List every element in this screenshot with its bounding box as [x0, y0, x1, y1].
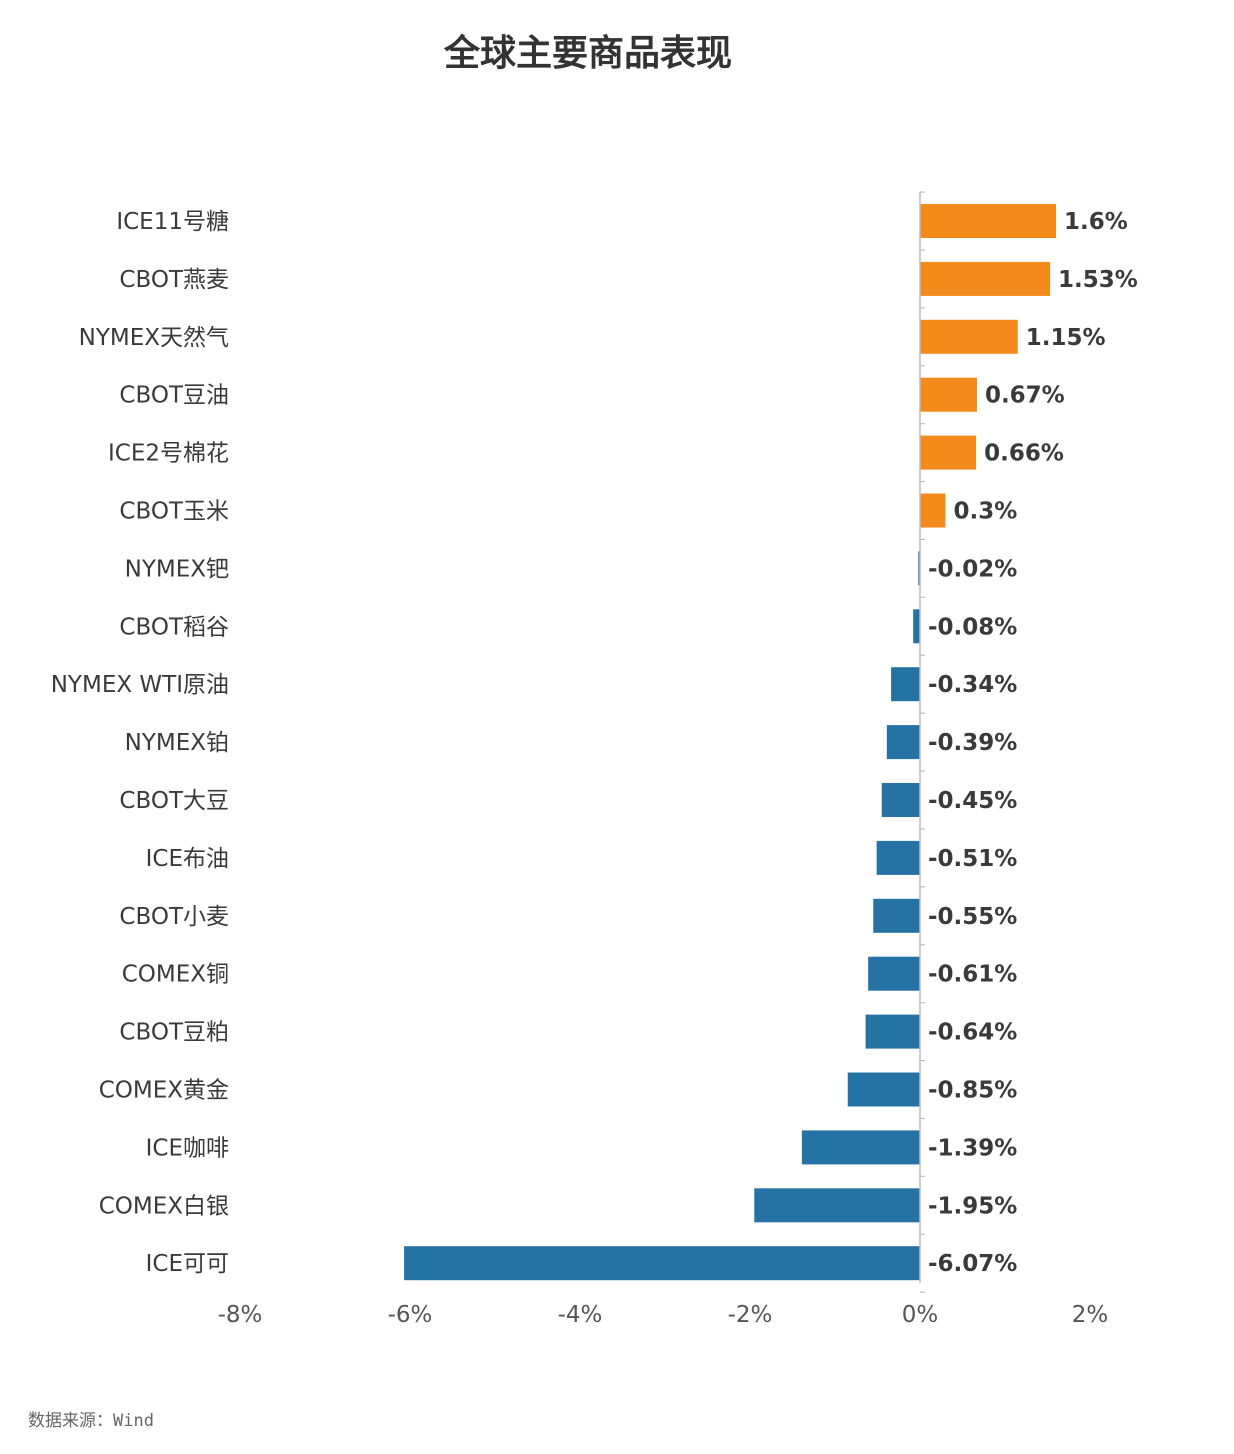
bar	[881, 783, 920, 817]
value-label: 0.67%	[985, 383, 1065, 409]
bar	[404, 1246, 920, 1281]
category-label: ICE11号糖	[116, 209, 229, 235]
bar	[886, 725, 920, 760]
value-label: -0.08%	[928, 614, 1017, 640]
bar	[920, 377, 977, 412]
x-tick-label: -4%	[558, 1302, 603, 1328]
bar	[913, 609, 920, 644]
value-label: -1.39%	[928, 1135, 1017, 1161]
x-tick-label: -8%	[218, 1302, 263, 1328]
x-tick-label: 0%	[902, 1302, 939, 1328]
x-tick-label: -2%	[728, 1302, 773, 1328]
bar	[847, 1072, 920, 1107]
category-label: NYMEX天然气	[79, 325, 229, 351]
bar	[891, 667, 920, 702]
value-label: 1.53%	[1058, 267, 1138, 293]
bar	[801, 1130, 920, 1165]
labels-group: ICE11号糖 1.6% CBOT燕麦 1.53% NYMEX天然气 1.15% CBOT豆…	[51, 209, 1138, 1328]
category-label: COMEX黄金	[99, 1078, 229, 1104]
bar	[865, 1014, 920, 1049]
bars-group	[404, 204, 1056, 1281]
value-label: 1.6%	[1064, 209, 1128, 235]
bar	[873, 898, 920, 933]
value-label: -0.02%	[928, 556, 1017, 582]
bar	[920, 493, 946, 528]
bar	[918, 551, 920, 586]
value-label: -0.85%	[928, 1078, 1017, 1104]
source-note: 数据来源：Wind	[28, 1411, 154, 1431]
category-label: ICE2号棉花	[108, 441, 229, 467]
bar	[876, 840, 920, 875]
value-label: -0.39%	[928, 730, 1017, 756]
value-label: -0.55%	[928, 904, 1017, 930]
bar	[920, 319, 1018, 354]
category-label: NYMEX WTI原油	[51, 672, 229, 698]
bar	[920, 435, 977, 470]
value-label: -0.45%	[928, 788, 1017, 814]
chart-title: 全球主要商品表现	[443, 33, 732, 74]
value-label: -0.34%	[928, 672, 1017, 698]
category-label: COMEX铜	[122, 962, 229, 988]
category-label: NYMEX钯	[125, 556, 229, 582]
value-label: 0.66%	[984, 441, 1064, 467]
category-label: ICE可可	[146, 1251, 229, 1277]
category-label: CBOT小麦	[119, 904, 229, 930]
category-label: NYMEX铂	[125, 730, 229, 756]
bar	[754, 1188, 920, 1223]
bar	[920, 261, 1051, 296]
category-label: CBOT稻谷	[119, 614, 229, 640]
category-label: ICE咖啡	[146, 1135, 229, 1161]
category-label: COMEX白银	[99, 1193, 229, 1219]
value-label: -6.07%	[928, 1251, 1017, 1277]
axis-group	[919, 191, 925, 1293]
bar	[868, 956, 920, 991]
category-label: CBOT玉米	[119, 499, 229, 525]
value-label: -0.64%	[928, 1020, 1017, 1046]
x-tick-label: 2%	[1072, 1302, 1109, 1328]
category-label: CBOT豆粕	[119, 1020, 229, 1046]
value-label: 1.15%	[1026, 325, 1106, 351]
category-label: CBOT大豆	[119, 788, 229, 814]
value-label: -1.95%	[928, 1193, 1017, 1219]
category-label: CBOT豆油	[119, 383, 229, 409]
value-label: -0.51%	[928, 846, 1017, 872]
category-label: CBOT燕麦	[119, 267, 229, 293]
value-label: 0.3%	[954, 499, 1018, 525]
x-tick-label: -6%	[388, 1302, 433, 1328]
value-label: -0.61%	[928, 962, 1017, 988]
category-label: ICE布油	[146, 846, 229, 872]
bar	[920, 204, 1056, 238]
